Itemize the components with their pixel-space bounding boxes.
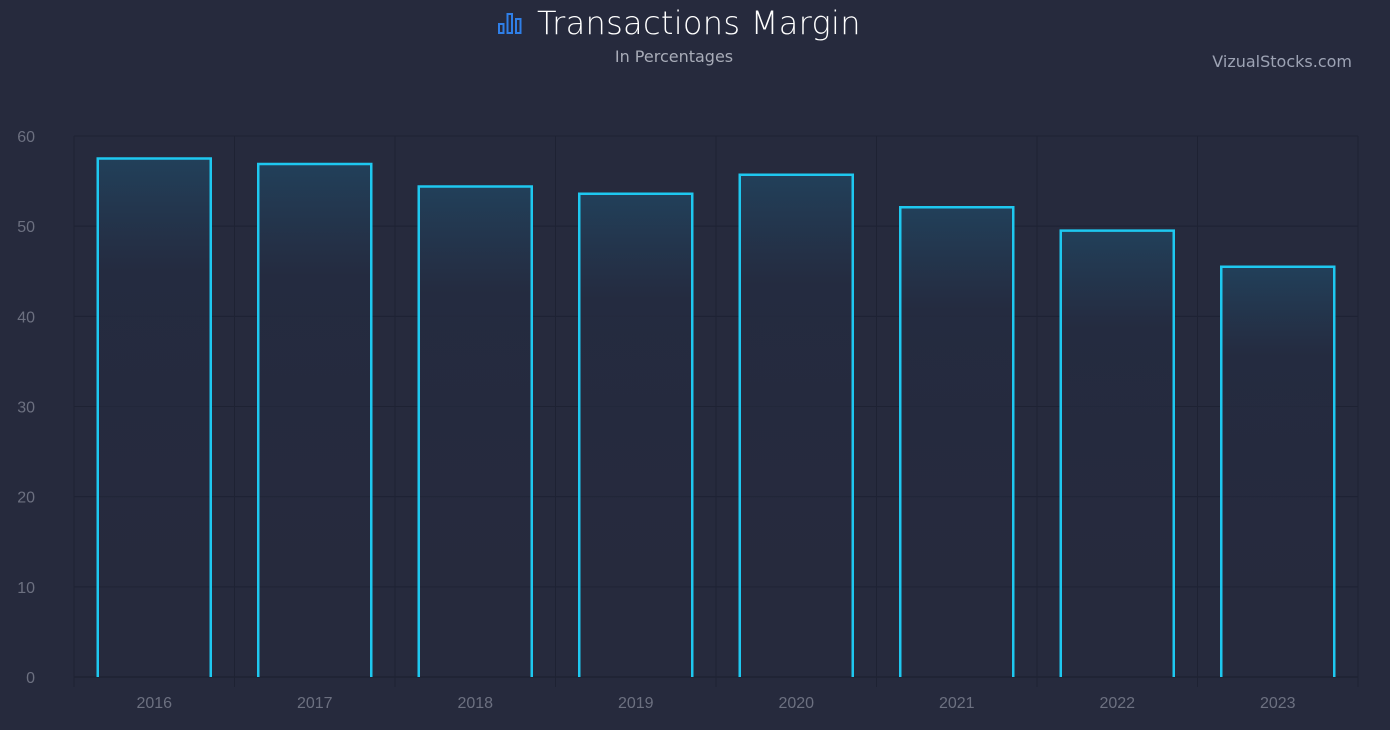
bar-2021[interactable]	[899, 205, 1015, 677]
bar-2016[interactable]	[96, 157, 212, 677]
x-tick-label: 2023	[1260, 695, 1296, 712]
bar-fill-2019	[579, 193, 693, 677]
bar-fill-2017	[258, 163, 372, 677]
x-tick-label: 2018	[457, 695, 493, 712]
bar-chart-icon	[498, 13, 522, 34]
bar-layer	[96, 157, 1336, 678]
bar-fill-2016	[97, 158, 211, 677]
title-group: Transactions Margin	[497, 2, 861, 44]
x-tick-label: 2021	[939, 695, 975, 712]
bar-2023[interactable]	[1220, 265, 1336, 677]
tick-layer: 0 10 20 30 40 50 60 2016 2017 2018 2019 2020 2021 202…	[17, 129, 1295, 712]
bar-2019[interactable]	[578, 192, 694, 677]
bar-2018[interactable]	[417, 185, 533, 677]
x-tick-label: 2022	[1099, 695, 1135, 712]
bar-fill-2022	[1060, 230, 1174, 678]
bar-fill-2021	[900, 207, 1014, 677]
bar-fill-2020	[739, 174, 853, 677]
chart-title: Transactions Margin	[537, 4, 861, 42]
watermark-text: VizualStocks.com	[1212, 52, 1352, 71]
y-tick-label: 0	[26, 670, 35, 687]
y-tick-label: 60	[17, 129, 35, 146]
y-tick-label: 40	[17, 309, 35, 326]
y-tick-label: 30	[17, 400, 35, 417]
bar-2022[interactable]	[1059, 229, 1175, 677]
bar-2020[interactable]	[738, 173, 854, 677]
y-tick-label: 10	[17, 580, 35, 597]
bar-2017[interactable]	[257, 162, 373, 677]
chart-subtitle: In Percentages	[614, 47, 734, 66]
x-tick-label: 2019	[618, 695, 654, 712]
bar-fill-2018	[418, 186, 532, 677]
chart-header: Transactions Margin In Percentages Vizua…	[0, 0, 1390, 80]
x-tick-label: 2017	[297, 695, 333, 712]
y-tick-label: 50	[17, 219, 35, 236]
x-tick-label: 2016	[136, 695, 172, 712]
bar-fill-2023	[1221, 266, 1335, 677]
x-tick-label: 2020	[778, 695, 814, 712]
y-tick-label: 20	[17, 490, 35, 507]
